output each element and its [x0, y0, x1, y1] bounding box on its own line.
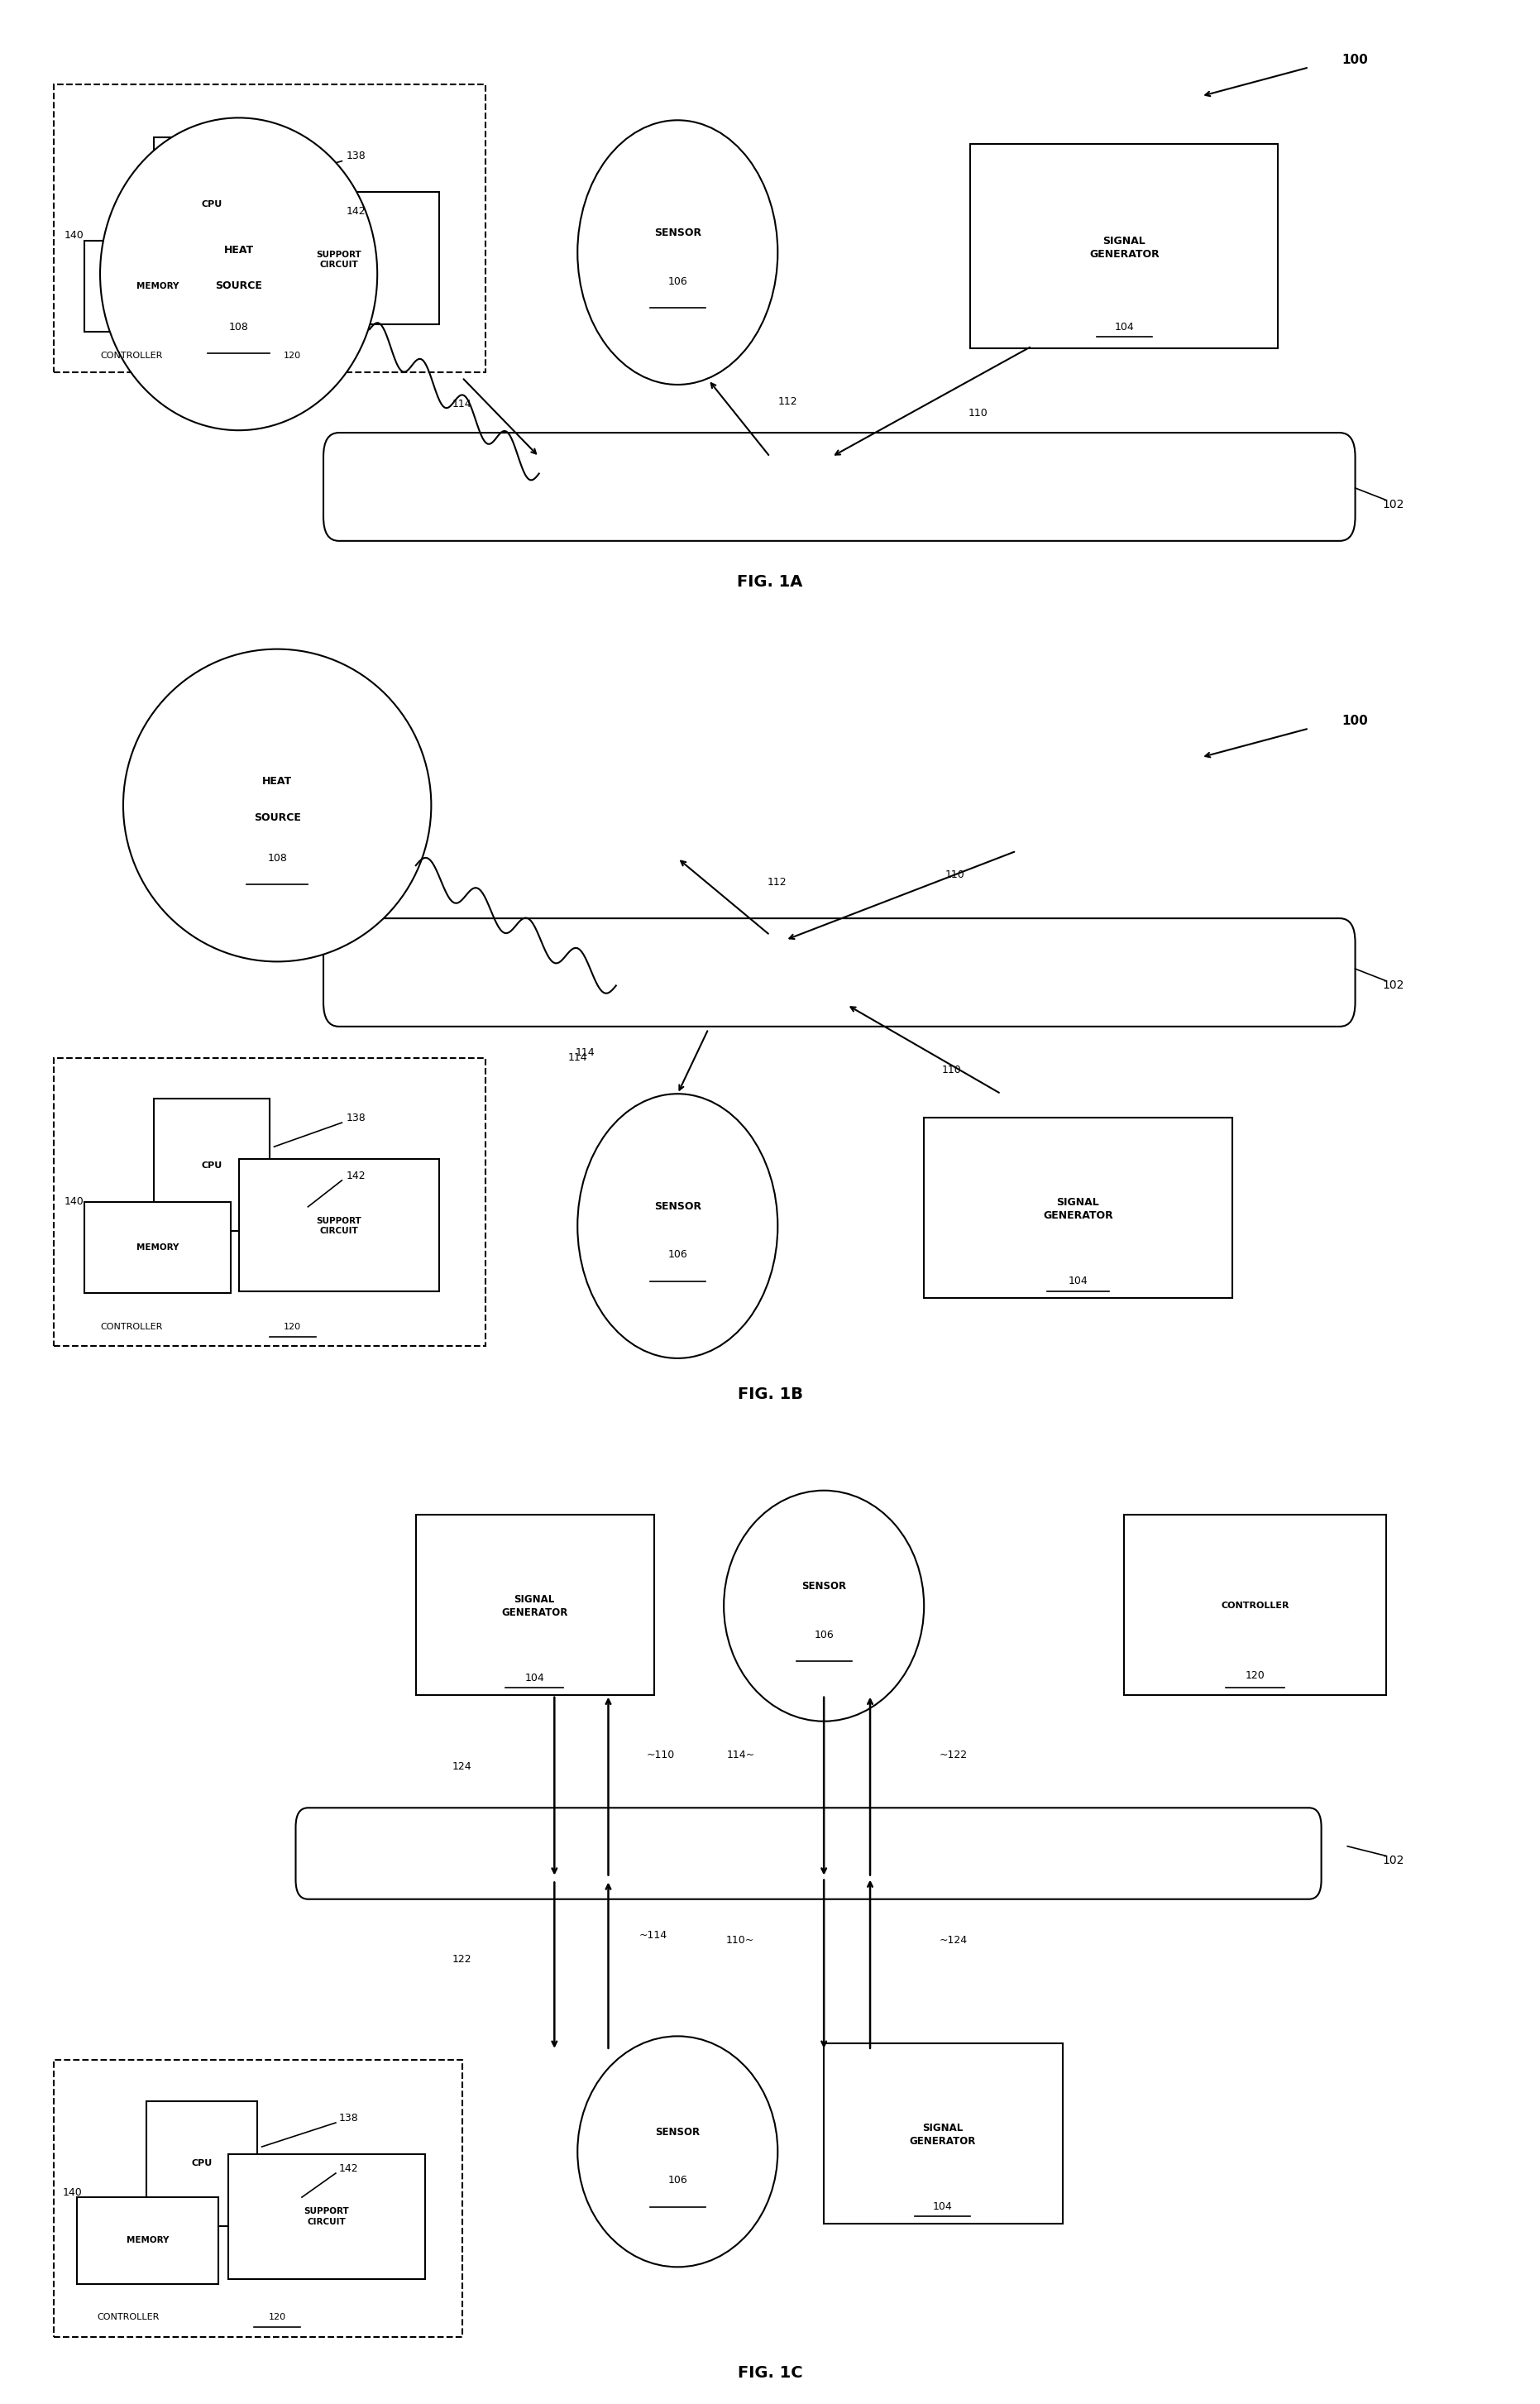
Text: 140: 140 — [65, 231, 83, 240]
Text: SOURCE: SOURCE — [216, 281, 262, 291]
Text: FIG. 1A: FIG. 1A — [738, 575, 802, 589]
Text: 114: 114 — [568, 1053, 587, 1063]
Text: 104: 104 — [525, 1673, 544, 1683]
Text: CPU: CPU — [191, 2159, 213, 2168]
Text: SENSOR: SENSOR — [654, 2128, 701, 2137]
Bar — [54, 1058, 485, 1346]
Text: ~122: ~122 — [939, 1750, 967, 1760]
Text: HEAT: HEAT — [223, 245, 254, 255]
Text: SIGNAL
GENERATOR: SIGNAL GENERATOR — [500, 1594, 568, 1618]
FancyBboxPatch shape — [323, 918, 1355, 1027]
Text: 120: 120 — [283, 1322, 302, 1332]
Text: 114~: 114~ — [727, 1750, 755, 1760]
Text: 108: 108 — [268, 853, 286, 863]
Text: ~114: ~114 — [639, 1930, 667, 1940]
Text: 120: 120 — [268, 2313, 286, 2322]
Text: 110~: 110~ — [727, 1935, 755, 1945]
Bar — [146, 2101, 257, 2226]
Ellipse shape — [100, 118, 377, 430]
Text: SENSOR: SENSOR — [654, 1202, 701, 1212]
Text: 138: 138 — [339, 2113, 359, 2123]
Text: 120: 120 — [1246, 1671, 1264, 1680]
Text: CONTROLLER: CONTROLLER — [100, 1322, 162, 1332]
Text: SIGNAL
GENERATOR: SIGNAL GENERATOR — [909, 2123, 976, 2147]
Bar — [824, 2043, 1063, 2224]
Text: FIG. 1B: FIG. 1B — [738, 1387, 802, 1402]
Text: 100: 100 — [1341, 714, 1369, 728]
Bar — [228, 2154, 425, 2279]
Text: 104: 104 — [1115, 322, 1133, 332]
Text: 122: 122 — [453, 1954, 471, 1964]
Text: 110: 110 — [969, 409, 987, 418]
Text: 106: 106 — [668, 2176, 687, 2185]
Bar — [416, 1515, 654, 1695]
Text: MEMORY: MEMORY — [126, 2236, 169, 2245]
Text: 108: 108 — [229, 322, 248, 332]
Ellipse shape — [123, 649, 431, 962]
Text: CONTROLLER: CONTROLLER — [97, 2313, 159, 2322]
Bar — [85, 240, 231, 332]
Text: CONTROLLER: CONTROLLER — [1221, 1601, 1289, 1611]
Text: 110: 110 — [946, 870, 964, 880]
Text: SUPPORT
CIRCUIT: SUPPORT CIRCUIT — [316, 1216, 362, 1236]
Text: ~124: ~124 — [939, 1935, 967, 1945]
Bar — [54, 84, 485, 373]
Text: CPU: CPU — [202, 200, 222, 209]
Text: 104: 104 — [1069, 1277, 1087, 1286]
Text: 110: 110 — [942, 1065, 961, 1075]
Text: 112: 112 — [778, 397, 798, 406]
Text: 140: 140 — [63, 2188, 82, 2197]
Bar — [54, 2060, 462, 2337]
Text: 142: 142 — [346, 1171, 367, 1180]
Bar — [239, 1159, 439, 1291]
Text: SOURCE: SOURCE — [254, 813, 300, 822]
Text: 142: 142 — [346, 207, 367, 216]
Text: 102: 102 — [1383, 500, 1404, 510]
Text: SUPPORT
CIRCUIT: SUPPORT CIRCUIT — [303, 2207, 350, 2226]
Text: SUPPORT
CIRCUIT: SUPPORT CIRCUIT — [316, 250, 362, 269]
FancyBboxPatch shape — [296, 1808, 1321, 1899]
Text: 124: 124 — [453, 1762, 471, 1772]
Text: 106: 106 — [668, 276, 687, 286]
Text: SENSOR: SENSOR — [654, 228, 701, 238]
Ellipse shape — [578, 2036, 778, 2267]
Bar — [1124, 1515, 1386, 1695]
Bar — [154, 137, 270, 269]
Text: 114: 114 — [576, 1048, 594, 1058]
Text: 102: 102 — [1383, 981, 1404, 990]
FancyBboxPatch shape — [323, 433, 1355, 541]
Bar — [77, 2197, 219, 2284]
Bar — [239, 192, 439, 325]
Text: CONTROLLER: CONTROLLER — [100, 351, 162, 361]
Text: 138: 138 — [346, 151, 367, 161]
Text: SIGNAL
GENERATOR: SIGNAL GENERATOR — [1089, 236, 1160, 260]
Bar — [154, 1099, 270, 1231]
Text: SENSOR: SENSOR — [801, 1582, 847, 1591]
Text: CPU: CPU — [202, 1161, 222, 1171]
Text: 102: 102 — [1383, 1856, 1404, 1866]
Bar — [924, 1118, 1232, 1298]
Ellipse shape — [724, 1490, 924, 1721]
Text: 140: 140 — [65, 1197, 83, 1207]
Bar — [85, 1202, 231, 1293]
Ellipse shape — [578, 1094, 778, 1358]
Text: 114: 114 — [453, 399, 471, 409]
Bar — [970, 144, 1278, 349]
Text: 112: 112 — [767, 877, 787, 887]
Text: 104: 104 — [933, 2202, 952, 2212]
Text: 138: 138 — [346, 1113, 367, 1123]
Text: 106: 106 — [815, 1630, 833, 1640]
Text: MEMORY: MEMORY — [137, 281, 179, 291]
Text: 106: 106 — [668, 1250, 687, 1260]
Text: FIG. 1C: FIG. 1C — [738, 2366, 802, 2380]
Text: 142: 142 — [339, 2164, 359, 2173]
Text: HEAT: HEAT — [262, 776, 293, 786]
Text: 100: 100 — [1341, 53, 1369, 67]
Text: ~110: ~110 — [647, 1750, 675, 1760]
Ellipse shape — [578, 120, 778, 385]
Text: SIGNAL
GENERATOR: SIGNAL GENERATOR — [1043, 1197, 1113, 1221]
Text: MEMORY: MEMORY — [137, 1243, 179, 1252]
Text: 120: 120 — [283, 351, 302, 361]
